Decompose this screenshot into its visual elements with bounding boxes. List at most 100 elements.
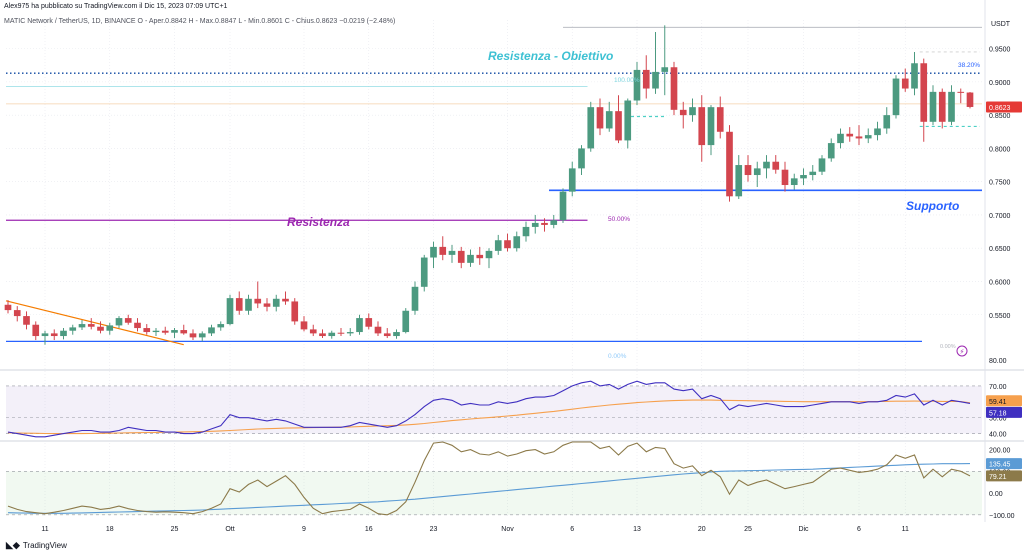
candle-body [790, 178, 798, 186]
time-tick-9: 13 [633, 526, 641, 533]
cci-tick-2: 0.00 [989, 491, 1003, 498]
candle-41 [383, 328, 391, 339]
candle-body [78, 324, 86, 328]
time-tick-2: 25 [171, 526, 179, 533]
candle-body [171, 330, 178, 333]
level-lines [5, 26, 982, 346]
candle-90 [837, 128, 844, 149]
rsi-ma-tag: 59.41 [986, 395, 1022, 407]
rsi-tick-4: 40.00 [989, 432, 1007, 439]
candle-body [374, 326, 382, 334]
candle-85 [790, 173, 798, 190]
candle-body [189, 333, 197, 338]
candle-body [134, 322, 141, 329]
candle-body [180, 330, 188, 334]
candle-body [337, 332, 345, 334]
candle-body [892, 78, 900, 116]
cci-ma-tag: 135.45 [986, 458, 1022, 470]
candle-70 [652, 31, 659, 94]
candle-97 [901, 68, 909, 92]
candle-14 [134, 318, 141, 332]
candle-body [929, 91, 937, 122]
candle-body [208, 327, 215, 334]
candle-body [966, 92, 974, 107]
candle-body [494, 240, 502, 251]
candle-body [633, 69, 641, 101]
candle-24 [226, 294, 234, 326]
time-tick-4: 9 [302, 526, 306, 533]
candle-22 [208, 324, 215, 337]
rsi-tag: 57.18 [986, 406, 1022, 418]
candle-body [855, 136, 863, 139]
candle-51 [476, 246, 484, 265]
candle-body [309, 329, 317, 334]
candle-body [837, 133, 844, 144]
price-tick-6: 0.6500 [989, 246, 1011, 253]
candle-26 [245, 294, 252, 315]
candle-body [652, 71, 659, 89]
candle-95 [883, 107, 891, 134]
candle-body [263, 303, 271, 307]
candle-body [365, 318, 373, 327]
candle-body [87, 324, 95, 327]
candle-12 [115, 316, 123, 329]
candle-body [13, 310, 21, 317]
candle-body [753, 168, 761, 176]
time-axis[interactable]: 11 18 25 Ott 9 16 23 Nov 6 13 20 25 Dic 6 11 [41, 526, 909, 533]
candle-1 [13, 306, 21, 322]
cci-line [7, 441, 971, 516]
rsi-tick-3: 50.00 [989, 416, 1007, 423]
candle-body [346, 332, 354, 334]
cci-tag: 79.21 [986, 470, 1022, 482]
candle-body [448, 250, 456, 255]
rsi-ma-tag-bg [986, 395, 1022, 407]
candle-body [744, 165, 752, 176]
rsi-tag-text: 57.18 [989, 410, 1007, 417]
time-tick-7: Nov [501, 526, 514, 533]
time-tick-11: 25 [744, 526, 752, 533]
alert-icon-glyph: ⚡ [960, 348, 965, 356]
candle-body [328, 332, 336, 337]
candle-body [226, 298, 234, 325]
candle-body [291, 301, 299, 322]
candle-body [689, 107, 696, 116]
candle-77 [716, 96, 724, 139]
candle-body [716, 107, 724, 132]
candle-0 [4, 300, 12, 314]
candle-body [282, 298, 289, 302]
candle-76 [707, 105, 715, 156]
candle-body [272, 298, 280, 307]
candle-16 [152, 328, 160, 337]
cci-tag-bg [986, 470, 1022, 482]
candle-body [522, 226, 530, 237]
candle-5 [50, 329, 58, 341]
candle-44 [411, 281, 419, 315]
cci-ma-line [7, 463, 971, 514]
candle-73 [679, 101, 687, 129]
candle-13 [124, 314, 132, 325]
time-tick-1: 18 [106, 526, 114, 533]
rsi-band [6, 385, 982, 434]
candle-body [32, 324, 40, 337]
candle-body [457, 250, 465, 263]
candle-39 [365, 313, 373, 330]
candle-body [124, 318, 132, 323]
candle-82 [763, 155, 770, 179]
candle-body [809, 171, 817, 176]
candle-body [938, 91, 946, 122]
price-tick-1: 0.9000 [989, 80, 1011, 87]
alert-icon-circle [956, 345, 968, 357]
price-tick-0: 0.9500 [989, 47, 1011, 54]
candle-96 [892, 75, 900, 119]
price-axis[interactable]: USDT 0.9500 0.9000 0.8500 0.8000 0.7500 0.7000… [986, 21, 1022, 520]
price-tick-2: 0.8500 [989, 113, 1011, 120]
candle-4 [41, 330, 49, 345]
candle-9 [87, 318, 95, 330]
cci-tag-text: 79.21 [989, 474, 1007, 481]
candle-61 [568, 161, 576, 197]
time-tick-14: 11 [902, 526, 909, 533]
candle-48 [448, 244, 456, 263]
candle-2 [23, 311, 30, 330]
candle-body [485, 250, 493, 259]
